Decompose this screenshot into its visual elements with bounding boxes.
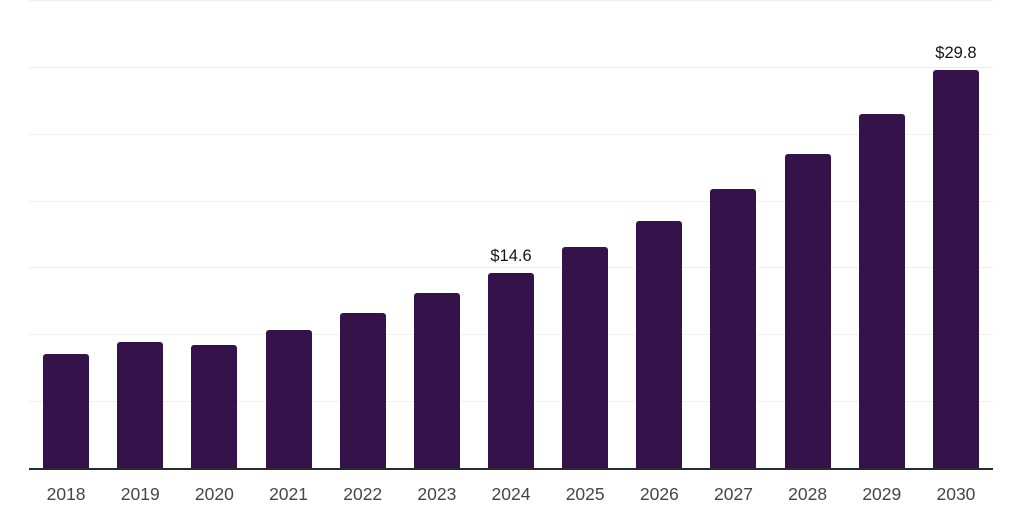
bar-2029: [858, 113, 905, 468]
bar-band-2021: [251, 2, 325, 468]
bar-band-2026: [622, 2, 696, 468]
bar-band-2023: [400, 2, 474, 468]
plot-area: $14.6 $29.8: [29, 0, 993, 470]
bar-2018: [43, 354, 90, 468]
bar-2023: [413, 292, 460, 468]
x-tick-2025: 2025: [565, 484, 605, 504]
gridline-35: [29, 0, 993, 1]
bar-2021: [265, 330, 312, 468]
gridline-30: [29, 66, 993, 68]
bar-band-2029: [845, 2, 919, 468]
x-tick-2020: 2020: [194, 484, 234, 504]
bar-2026: [636, 220, 683, 468]
bar-band-2028: [771, 2, 845, 468]
bar-2020: [191, 344, 238, 468]
bar-2019: [117, 342, 164, 468]
gridline-25: [29, 133, 993, 135]
x-tick-2024: 2024: [491, 484, 531, 504]
x-tick-2018: 2018: [46, 484, 86, 504]
bar-2027: [710, 188, 757, 468]
bar-band-2027: [696, 2, 770, 468]
bar-value-label-2024: $14.6: [490, 246, 532, 265]
x-tick-2023: 2023: [417, 484, 457, 504]
bar-band-2018: [29, 2, 103, 468]
x-tick-2021: 2021: [269, 484, 309, 504]
bar-2024: [488, 272, 535, 468]
bar-2028: [784, 153, 831, 468]
bar-2025: [562, 247, 609, 468]
bar-band-2030: $29.8: [919, 2, 993, 468]
bar-band-2022: [326, 2, 400, 468]
x-tick-2029: 2029: [862, 484, 902, 504]
bar-2022: [339, 312, 386, 468]
x-tick-2028: 2028: [788, 484, 828, 504]
x-tick-2019: 2019: [120, 484, 160, 504]
bar-value-label-2030: $29.8: [935, 43, 977, 62]
bar-band-2025: [548, 2, 622, 468]
x-tick-2027: 2027: [714, 484, 753, 504]
bars: $14.6 $29.8: [29, 2, 993, 468]
bar-band-2020: [177, 2, 251, 468]
bar-2030: [932, 69, 979, 468]
gridline-15: [29, 267, 993, 269]
bar-band-2019: [103, 2, 177, 468]
x-tick-2022: 2022: [343, 484, 383, 504]
bar-band-2024: $14.6: [474, 2, 548, 468]
x-tick-2030: 2030: [936, 484, 976, 504]
x-axis-labels: 2018 2019 2020 2021 2022 2023 2024 2025 2026 2027…: [29, 483, 993, 505]
x-tick-2026: 2026: [639, 484, 679, 504]
gridline-20: [29, 200, 993, 202]
